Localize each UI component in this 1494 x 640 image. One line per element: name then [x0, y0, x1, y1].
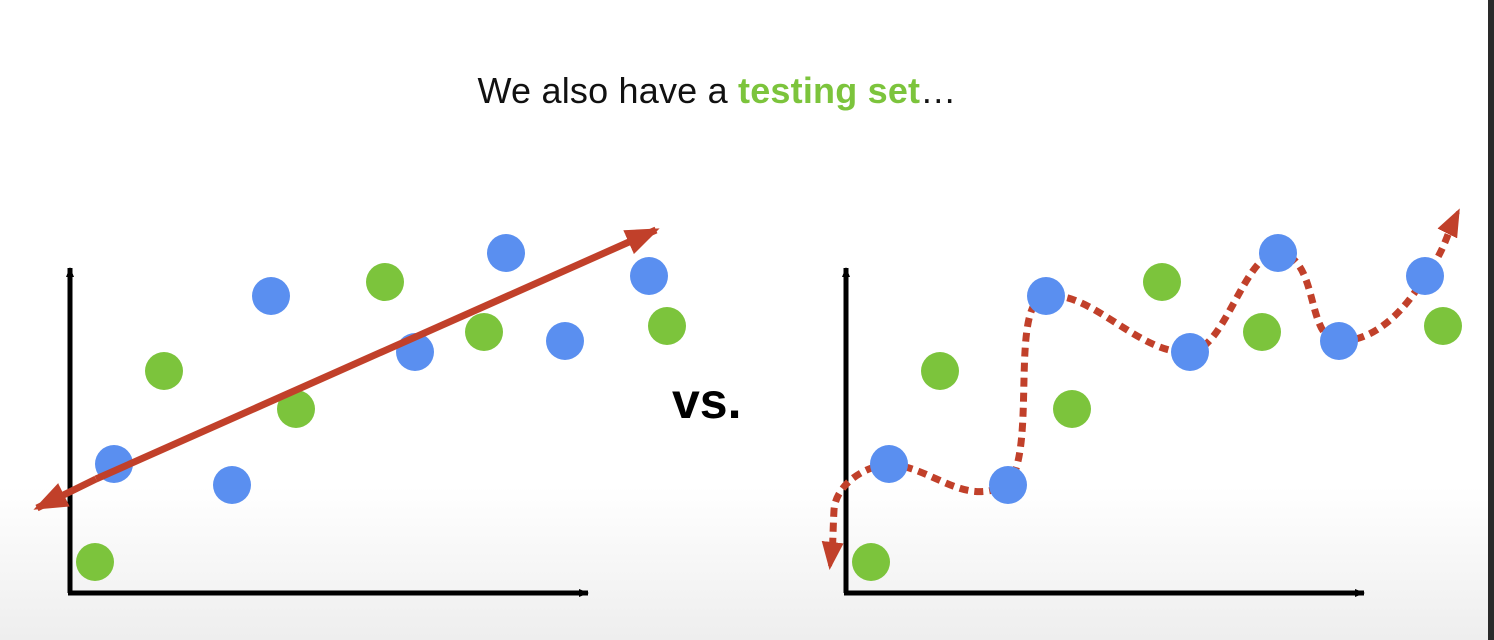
training-point	[1027, 277, 1065, 315]
slide-title: We also have a testing set…	[0, 70, 1434, 112]
testing-point	[145, 352, 183, 390]
title-prefix: We also have a	[477, 70, 739, 111]
training-point	[1171, 333, 1209, 371]
vs-label: vs.	[672, 373, 742, 429]
testing-point	[1053, 390, 1091, 428]
testing-point	[465, 313, 503, 351]
straight-fit-line	[33, 475, 98, 512]
left-panel	[33, 226, 686, 597]
training-point	[487, 234, 525, 272]
title-highlight: testing set	[738, 70, 921, 111]
squiggly-arrowhead-bottom	[821, 540, 844, 570]
testing-point	[648, 307, 686, 345]
training-point	[213, 466, 251, 504]
training-point	[1259, 234, 1297, 272]
training-point	[1406, 257, 1444, 295]
testing-point	[1143, 263, 1181, 301]
title-suffix: …	[920, 70, 957, 111]
testing-point	[1424, 307, 1462, 345]
testing-point	[852, 543, 890, 581]
training-point	[630, 257, 668, 295]
testing-point	[921, 352, 959, 390]
right-panel	[821, 208, 1462, 597]
left-testing-points	[76, 263, 686, 581]
straight-fit-line	[94, 226, 660, 483]
testing-point	[366, 263, 404, 301]
training-point	[989, 466, 1027, 504]
testing-point	[1243, 313, 1281, 351]
frame-edge	[1488, 0, 1494, 640]
testing-point	[277, 390, 315, 428]
training-point	[546, 322, 584, 360]
right-testing-points	[852, 263, 1462, 581]
training-point	[1320, 322, 1358, 360]
squiggly-fit-line	[828, 222, 1456, 556]
testing-point	[76, 543, 114, 581]
right-training-points	[870, 234, 1444, 504]
squiggly-arrowhead-top	[1437, 208, 1460, 239]
training-point	[870, 445, 908, 483]
training-point	[252, 277, 290, 315]
